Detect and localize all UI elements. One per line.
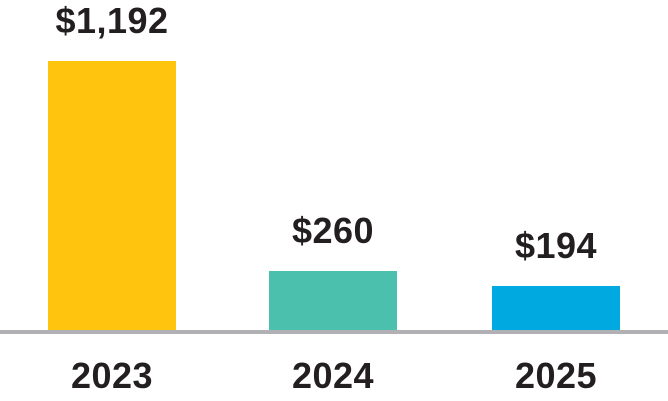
category-label: 2024 [291, 355, 375, 396]
bar-group-2024: $260 [269, 213, 397, 330]
value-label: $194 [514, 225, 598, 266]
category-label: 2023 [70, 355, 154, 396]
value-label: $260 [291, 210, 375, 251]
bar [48, 61, 176, 330]
x-axis-baseline [0, 330, 668, 334]
value-label: $1,192 [55, 0, 169, 41]
bar-group-2025: $194 [492, 228, 620, 330]
bar [492, 286, 620, 330]
category-label: 2025 [514, 355, 598, 396]
bar-group-2023: $1,192 [48, 3, 176, 330]
bar [269, 271, 397, 330]
